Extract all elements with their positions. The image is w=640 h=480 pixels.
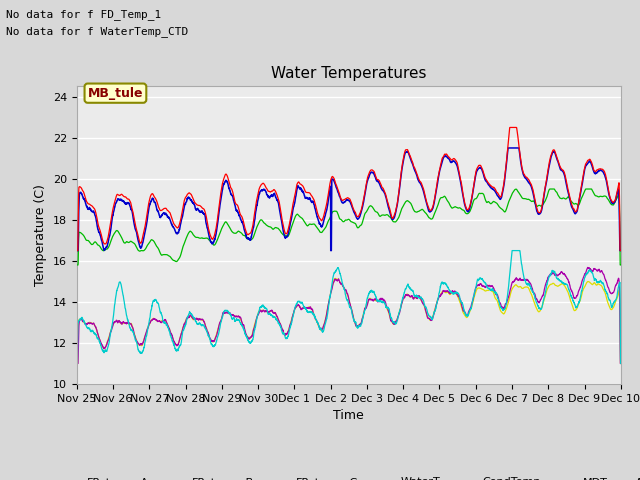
Text: MB_tule: MB_tule xyxy=(88,87,143,100)
Legend: FR_temp_A, FR_temp_B, FR_temp_C, WaterT, CondTemp, MDTemp_A: FR_temp_A, FR_temp_B, FR_temp_C, WaterT,… xyxy=(49,473,640,480)
Text: No data for f WaterTemp_CTD: No data for f WaterTemp_CTD xyxy=(6,25,189,36)
Text: No data for f FD_Temp_1: No data for f FD_Temp_1 xyxy=(6,9,162,20)
X-axis label: Time: Time xyxy=(333,409,364,422)
Y-axis label: Temperature (C): Temperature (C) xyxy=(35,184,47,286)
Title: Water Temperatures: Water Temperatures xyxy=(271,66,426,81)
